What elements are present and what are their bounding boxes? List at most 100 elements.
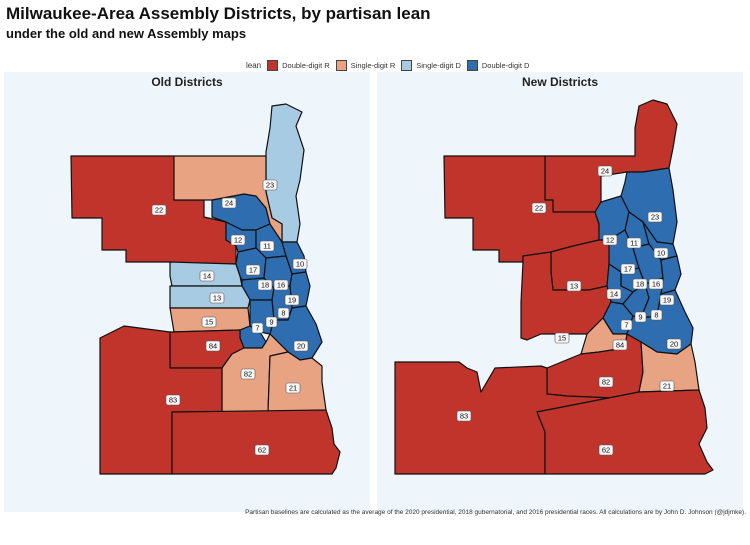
svg-text:9: 9 [638,313,642,322]
district-label-84: 84 [612,339,628,351]
new-districts-map: 24 22 23 12 11 10 17 13 18 16 14 19 15 7… [394,99,714,475]
source-caption: Partisan baselines are calculated as the… [245,509,746,516]
svg-text:18: 18 [636,280,644,289]
svg-text:12: 12 [234,236,242,245]
legend-label: Double-digit R [282,61,330,70]
svg-text:16: 16 [277,281,285,290]
district-label-9: 9 [265,316,278,328]
legend-title: lean [246,61,262,70]
district-19[interactable] [660,255,682,295]
svg-text:23: 23 [266,181,274,190]
legend: lean Double-digit R Single-digit R Singl… [246,60,535,71]
district-label-16: 16 [648,278,664,290]
district-label-9: 9 [634,311,647,323]
district-label-8: 8 [650,309,663,321]
district-label-12: 12 [602,234,618,246]
district-label-15: 15 [554,332,570,344]
district-label-21: 21 [659,380,675,392]
district-label-20: 20 [293,340,309,352]
svg-text:11: 11 [263,242,271,251]
svg-text:20: 20 [670,340,678,349]
district-label-15: 15 [201,316,217,328]
map-title: Milwaukee-Area Assembly Districts, by pa… [6,4,431,23]
legend-item-single-digit-r: Single-digit R [335,60,396,71]
legend-label: Double-digit D [481,61,530,70]
legend-swatch [335,60,347,71]
district-label-82: 82 [240,368,256,380]
old-districts-title: Old Districts [151,75,223,89]
district-label-62: 62 [254,444,270,456]
district-label-83: 83 [456,410,472,422]
old-district-labels: 22 23 24 12 11 10 14 17 18 16 19 13 15 8… [151,179,309,456]
district-label-11: 11 [626,237,642,249]
district-label-17: 17 [245,264,261,276]
svg-text:10: 10 [296,260,304,269]
district-21[interactable] [638,341,700,393]
svg-text:19: 19 [288,296,296,305]
district-label-22: 22 [531,202,547,214]
svg-text:12: 12 [606,236,614,245]
svg-text:18: 18 [261,281,269,290]
district-label-20: 20 [666,338,682,350]
district-label-13: 13 [566,280,582,292]
svg-text:7: 7 [255,324,259,333]
map-subtitle: under the old and new Assembly maps [6,26,247,41]
svg-text:84: 84 [616,341,624,350]
svg-text:11: 11 [630,239,638,248]
district-label-10: 10 [292,258,308,270]
svg-text:82: 82 [244,370,252,379]
district-label-24: 24 [221,197,237,209]
district-label-17: 17 [620,263,636,275]
legend-swatch [466,60,478,71]
legend-label: Single-digit D [416,61,461,70]
svg-text:7: 7 [624,321,628,330]
svg-text:24: 24 [601,167,609,176]
new-districts-title: New Districts [521,75,599,89]
svg-text:84: 84 [209,342,217,351]
svg-text:62: 62 [602,446,610,455]
svg-text:24: 24 [225,199,233,208]
district-label-18: 18 [257,279,273,291]
svg-text:13: 13 [213,294,221,303]
svg-text:22: 22 [535,204,543,213]
svg-text:13: 13 [570,282,578,291]
old-districts-panel: Old Districts [4,72,370,512]
svg-text:14: 14 [610,290,618,299]
district-label-82: 82 [598,376,614,388]
district-label-62: 62 [598,444,614,456]
district-62[interactable] [171,409,341,475]
svg-text:23: 23 [651,213,659,222]
svg-text:21: 21 [663,382,671,391]
district-21[interactable] [267,351,327,413]
district-label-19: 19 [284,294,300,306]
svg-text:82: 82 [602,378,610,387]
svg-text:17: 17 [624,265,632,274]
district-62[interactable] [536,389,714,475]
district-label-84: 84 [205,340,221,352]
svg-text:22: 22 [155,206,163,215]
district-83[interactable] [99,325,223,475]
svg-text:16: 16 [652,280,660,289]
district-label-10: 10 [653,247,669,259]
district-label-14: 14 [199,270,215,282]
svg-text:17: 17 [249,266,257,275]
legend-item-double-digit-d: Double-digit D [466,60,530,71]
district-label-24: 24 [597,165,613,177]
district-label-14: 14 [606,288,622,300]
district-label-23: 23 [647,211,663,223]
legend-item-single-digit-d: Single-digit D [401,60,461,71]
svg-text:21: 21 [289,384,297,393]
district-label-11: 11 [259,240,275,252]
district-label-7: 7 [251,322,264,334]
legend-label: Single-digit R [350,61,396,70]
district-label-7: 7 [620,319,633,331]
district-label-19: 19 [659,294,675,306]
district-label-16: 16 [273,279,289,291]
svg-text:15: 15 [205,318,213,327]
legend-swatch [401,60,413,71]
district-label-21: 21 [285,382,301,394]
svg-text:8: 8 [281,309,285,318]
district-label-8: 8 [277,307,290,319]
district-label-83: 83 [165,394,181,406]
district-label-18: 18 [632,278,648,290]
